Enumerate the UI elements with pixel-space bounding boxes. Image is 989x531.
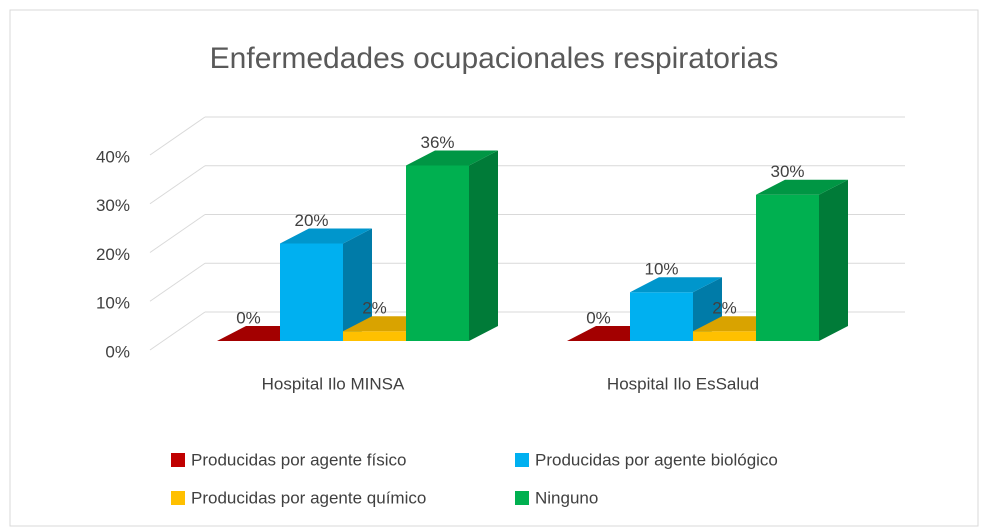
data-label: 30% [770, 162, 804, 181]
bar-side [469, 150, 498, 341]
y-tick-label: 0% [105, 342, 130, 361]
y-tick-label: 10% [96, 294, 130, 313]
chart-title: Enfermedades ocupacionales respiratorias [210, 42, 779, 75]
grid-line [149, 165, 206, 205]
grid-line [149, 116, 206, 156]
bar-front [630, 292, 693, 341]
legend-label: Producidas por agente biológico [535, 450, 778, 469]
bar [406, 150, 498, 341]
bar [280, 228, 372, 341]
bar-top [756, 179, 848, 195]
x-tick-label: Hospital Ilo EsSalud [607, 374, 759, 393]
data-label: 10% [644, 260, 678, 279]
legend-label: Ninguno [535, 488, 598, 507]
grid-line [149, 311, 206, 351]
data-label: 36% [420, 133, 454, 152]
grid-line [149, 214, 206, 253]
bar-front [343, 331, 406, 341]
bar-top [406, 150, 498, 166]
x-tick-label: Hospital Ilo MINSA [262, 374, 405, 393]
grid-line [149, 262, 206, 302]
legend-swatch [515, 491, 529, 505]
data-label: 2% [712, 299, 737, 318]
bar [756, 179, 848, 341]
y-tick-label: 20% [96, 245, 130, 264]
bar-front [756, 194, 819, 341]
data-label: 0% [586, 308, 611, 327]
bar-front [693, 331, 756, 341]
legend-swatch [515, 453, 529, 467]
data-label: 2% [362, 299, 387, 318]
data-label: 0% [236, 308, 261, 327]
bar-front [280, 243, 343, 341]
bar-front [406, 165, 469, 341]
bar-side [343, 228, 372, 341]
bar-top [280, 228, 372, 244]
y-tick-label: 30% [96, 196, 130, 215]
y-tick-label: 40% [96, 147, 130, 166]
legend-label: Producidas por agente químico [191, 488, 426, 507]
legend-swatch [171, 491, 185, 505]
bar-top [630, 277, 722, 293]
legend-swatch [171, 453, 185, 467]
bar-side [819, 179, 848, 341]
legend-label: Producidas por agente físico [191, 450, 406, 469]
data-label: 20% [294, 211, 328, 230]
